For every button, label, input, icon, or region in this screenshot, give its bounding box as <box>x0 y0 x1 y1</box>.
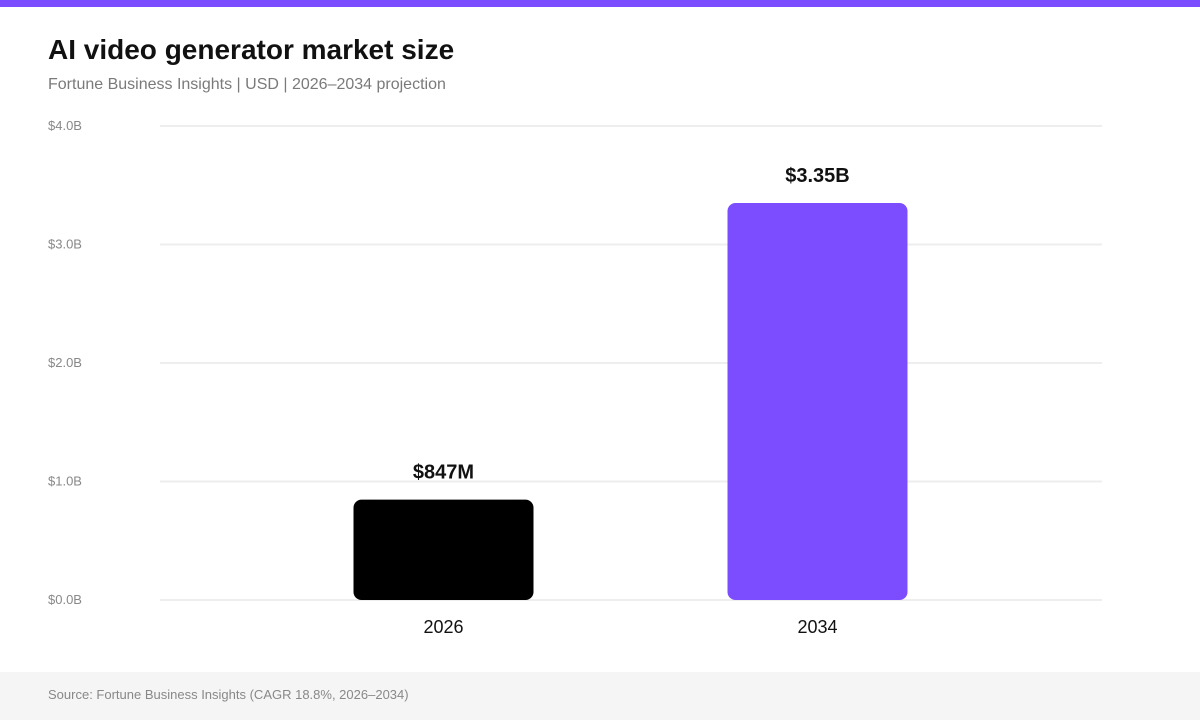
footer: Source: Fortune Business Insights (CAGR … <box>0 672 1200 720</box>
y-axis-ticks: $0.0B $1.0B $2.0B $3.0B $4.0B <box>48 118 82 607</box>
source-note: Source: Fortune Business Insights (CAGR … <box>48 687 409 702</box>
gridlines <box>160 125 1102 601</box>
x-tick-label-2034: 2034 <box>797 617 837 637</box>
chart-title: AI video generator market size <box>48 34 455 65</box>
bar-2034 <box>727 203 908 600</box>
bar-chart: $0.0B $1.0B $2.0B $3.0B $4.0B $847M $3.35B 20… <box>48 118 1102 637</box>
bars <box>353 203 908 600</box>
data-label-2026: $847M <box>413 462 474 484</box>
bar-2026 <box>353 499 534 600</box>
y-tick-label: $2.0B <box>48 355 82 370</box>
y-tick-label: $1.0B <box>48 474 82 489</box>
y-tick-label: $0.0B <box>48 592 82 607</box>
y-tick-label: $4.0B <box>48 118 82 133</box>
data-labels: $847M $3.35B <box>413 165 850 484</box>
top-accent-bar <box>0 0 1200 7</box>
x-tick-label-2026: 2026 <box>423 617 463 637</box>
y-tick-label: $3.0B <box>48 237 82 252</box>
chart-subtitle: Fortune Business Insights | USD | 2026–2… <box>48 76 446 93</box>
x-axis-ticks: 2026 2034 <box>423 617 837 637</box>
data-label-2034: $3.35B <box>785 165 850 187</box>
